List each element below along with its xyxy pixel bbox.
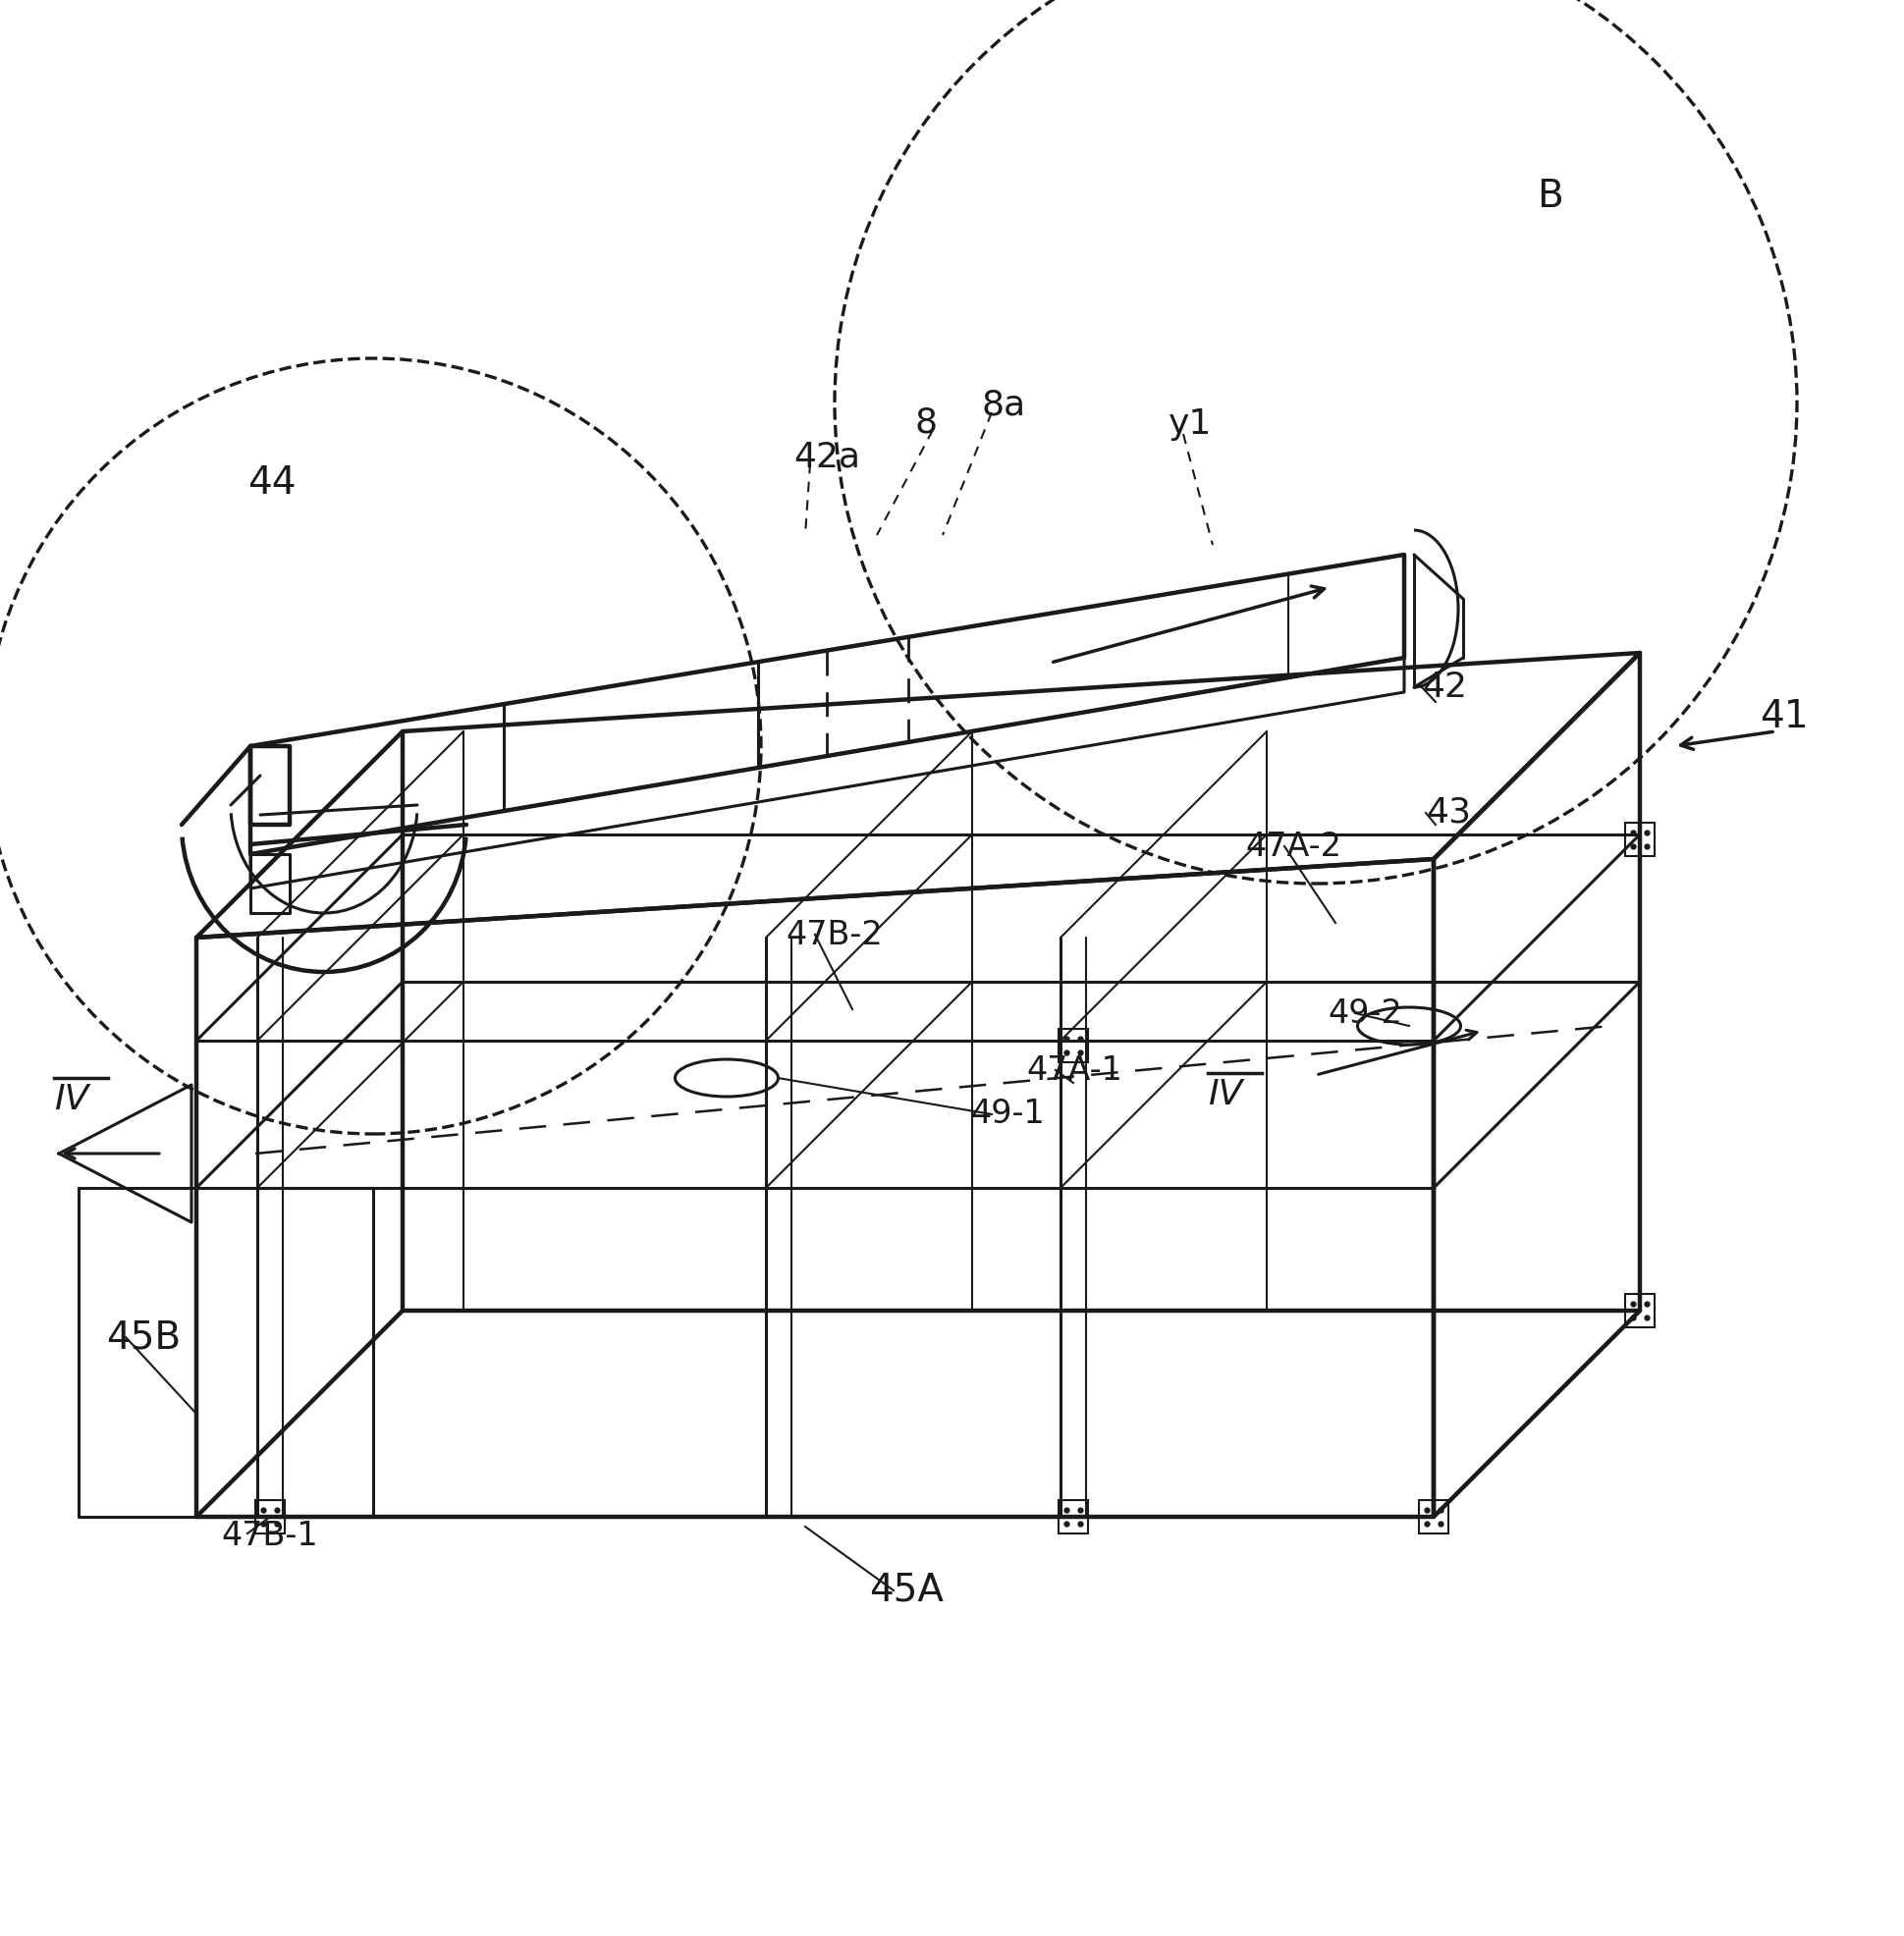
Ellipse shape	[674, 1059, 779, 1096]
Text: y1: y1	[1167, 407, 1211, 441]
Text: 44: 44	[248, 465, 295, 501]
Text: 47A-2: 47A-2	[1245, 831, 1340, 862]
Text: 47B-2: 47B-2	[784, 918, 882, 951]
Text: 45B: 45B	[107, 1318, 181, 1355]
Text: 45A: 45A	[868, 1572, 942, 1609]
Text: IV: IV	[1207, 1078, 1241, 1111]
Bar	[1059, 1500, 1087, 1533]
Text: 41: 41	[1759, 699, 1807, 736]
Bar	[1059, 1028, 1087, 1063]
Text: 42: 42	[1420, 670, 1466, 705]
Bar	[255, 1500, 284, 1533]
Ellipse shape	[1358, 1007, 1460, 1045]
Text: 47A-1: 47A-1	[1026, 1053, 1121, 1086]
Text: 49-2: 49-2	[1327, 997, 1401, 1030]
Text: 8: 8	[914, 405, 937, 439]
Text: IV: IV	[53, 1082, 89, 1117]
Text: 43: 43	[1424, 796, 1470, 829]
Bar	[1624, 823, 1655, 856]
Text: 49-1: 49-1	[969, 1098, 1043, 1131]
Text: 8a: 8a	[981, 387, 1026, 422]
Text: 47B-1: 47B-1	[221, 1520, 318, 1553]
Bar	[1418, 1500, 1447, 1533]
Bar	[1624, 1293, 1655, 1328]
Text: B: B	[1537, 178, 1561, 215]
Text: 42a: 42a	[792, 439, 861, 472]
